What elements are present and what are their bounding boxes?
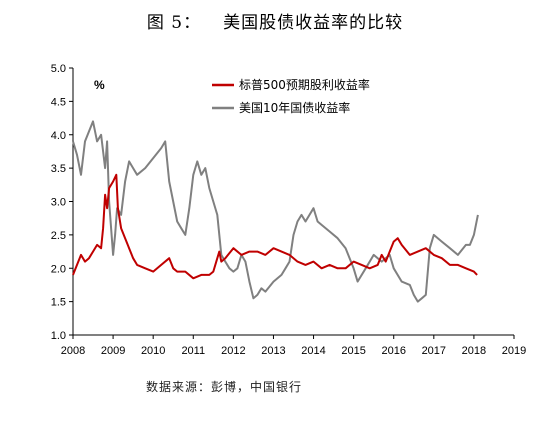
x-tick-label: 2013 [261,345,285,357]
x-tick-label: 2014 [301,345,325,357]
legend-label-us10y: 美国10年国债收益率 [239,100,350,115]
x-tick-label: 2012 [221,345,245,357]
chart-axes: 1.0 1.5 2.0 2.5 3.0 3.5 4.0 4.5 5.0 2008 2009 2010 2… [51,63,527,357]
x-tick-label: 2019 [502,345,526,357]
y-tick-label: 5.0 [51,63,66,75]
data-source-note: 数据来源：彭博，中国银行 [146,380,303,394]
x-tick-label: 2011 [181,345,205,357]
x-tick-label: 2017 [422,345,446,357]
unit-label: % [94,78,105,92]
y-tick-label: 2.0 [51,263,66,275]
y-tick-label: 3.0 [51,197,66,209]
y-tick-label: 4.5 [51,96,66,108]
y-tick-label: 1.0 [51,330,66,342]
y-tick-label: 1.5 [51,297,66,309]
x-tick-label: 2010 [141,345,165,357]
figure-number: 图 5： [146,13,202,33]
series-line-us10y-yield [72,120,479,303]
x-tick-label: 2016 [381,345,405,357]
x-tick-label: 2015 [341,345,365,357]
y-tick-label: 3.5 [51,163,66,175]
legend-label-sp500: 标普500预期股利收益率 [239,77,370,92]
chart-lines [72,120,479,303]
x-tick-label: 2008 [61,345,85,357]
figure-title-text: 美国股债收益率的比较 [223,13,404,33]
x-tick-label: 2009 [101,345,125,357]
series-line-sp500-dividend-yield [72,173,478,280]
figure-title: 图 5： 美国股债收益率的比较 [0,8,550,33]
x-tick-label: 2018 [462,345,486,357]
y-tick-label: 4.0 [51,130,66,142]
y-tick-label: 2.5 [51,230,66,242]
